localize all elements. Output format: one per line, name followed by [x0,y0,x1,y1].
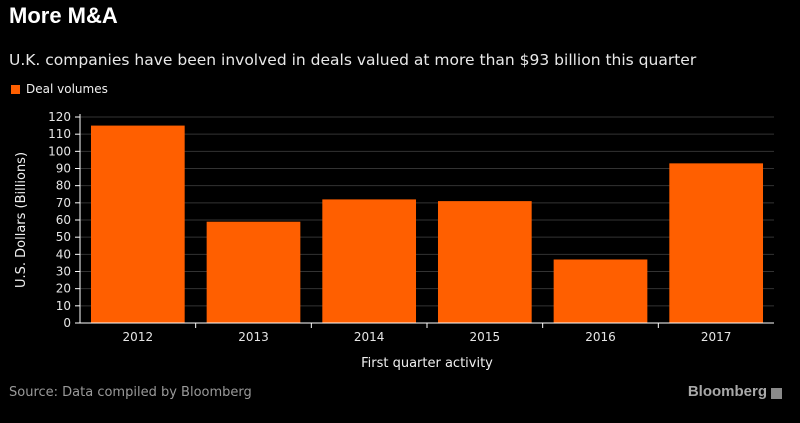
x-tick-label: 2012 [123,330,154,344]
bar [437,201,532,323]
legend: Deal volumes [11,82,108,96]
brand-name: Bloomberg [687,383,767,400]
y-tick-label: 70 [56,196,71,210]
chart-subtitle: U.K. companies have been involved in dea… [9,51,697,69]
x-tick-label: 2017 [701,330,732,344]
x-tick-label: 2013 [238,330,269,344]
x-tick-label: 2014 [354,330,385,344]
bar [90,125,185,323]
axis-labels: 0 10 20 30 40 50 60 70 80 90 100 110 120 2012 2013 2014… [14,110,731,371]
source-note: Source: Data compiled by Bloomberg [9,385,252,400]
y-tick-label: 0 [63,316,71,330]
legend-swatch [11,84,20,94]
y-tick-label: 80 [56,179,71,193]
axes [75,114,774,328]
x-tick-label: 2016 [585,330,616,344]
bloomberg-chart-icon [771,387,782,399]
bars [90,125,764,323]
y-tick-label: 40 [56,247,71,261]
y-axis-title: U.S. Dollars (Billions) [14,152,29,288]
x-tick-label: 2015 [470,330,501,344]
y-tick-label: 100 [48,144,71,158]
chart-title: More M&A [9,3,118,28]
x-axis-title: First quarter activity [361,356,493,371]
y-tick-label: 60 [56,213,71,227]
y-tick-label: 30 [56,265,71,279]
bar [322,199,417,323]
y-tick-label: 90 [56,162,71,176]
y-tick-label: 50 [56,230,71,244]
y-tick-label: 10 [56,299,71,313]
legend-label-deal-volumes: Deal volumes [26,82,108,96]
gridlines [80,116,774,307]
bar [669,163,764,323]
y-tick-label: 120 [48,110,71,124]
y-tick-label: 110 [48,127,71,141]
bar [206,221,301,323]
y-tick-label: 20 [56,282,71,296]
bloomberg-logo: Bloomberg [688,383,782,400]
bar [553,259,648,323]
